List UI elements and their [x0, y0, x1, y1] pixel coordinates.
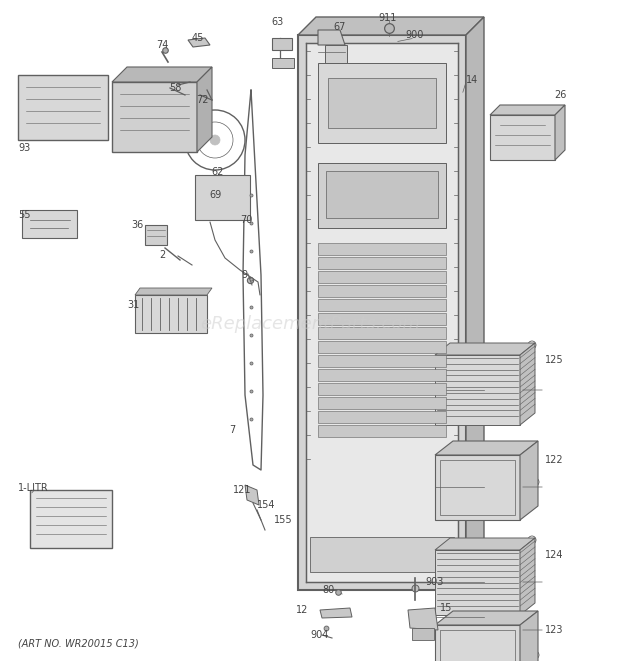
Text: 58: 58 [169, 83, 181, 93]
FancyBboxPatch shape [318, 285, 446, 297]
Polygon shape [435, 441, 538, 455]
FancyBboxPatch shape [195, 175, 250, 220]
FancyBboxPatch shape [328, 78, 436, 128]
FancyBboxPatch shape [318, 327, 446, 339]
FancyBboxPatch shape [318, 299, 446, 311]
Polygon shape [435, 625, 520, 661]
Polygon shape [318, 30, 345, 45]
Polygon shape [188, 38, 210, 47]
Polygon shape [490, 105, 565, 115]
Text: 15: 15 [440, 603, 453, 613]
Polygon shape [520, 611, 538, 661]
Text: 31: 31 [127, 300, 139, 310]
Text: 62: 62 [212, 167, 224, 177]
FancyBboxPatch shape [145, 225, 167, 245]
Text: 903: 903 [425, 577, 443, 587]
FancyBboxPatch shape [318, 243, 446, 255]
Text: 1-LITR: 1-LITR [18, 483, 49, 493]
Text: 36: 36 [131, 220, 144, 230]
Text: 74: 74 [156, 40, 168, 50]
Polygon shape [112, 67, 212, 82]
Text: 121: 121 [232, 485, 251, 495]
FancyBboxPatch shape [18, 75, 108, 140]
Text: 26: 26 [554, 90, 566, 100]
Text: 122: 122 [545, 455, 564, 465]
FancyBboxPatch shape [272, 58, 294, 68]
Polygon shape [435, 611, 538, 625]
FancyBboxPatch shape [318, 383, 446, 395]
Polygon shape [520, 343, 535, 425]
Text: 123: 123 [545, 625, 564, 635]
FancyBboxPatch shape [318, 257, 446, 269]
Text: 12: 12 [296, 605, 308, 615]
FancyBboxPatch shape [135, 295, 207, 333]
FancyBboxPatch shape [30, 490, 112, 548]
Polygon shape [135, 288, 212, 295]
FancyBboxPatch shape [318, 163, 446, 228]
Text: 80: 80 [323, 585, 335, 595]
FancyBboxPatch shape [318, 271, 446, 283]
FancyBboxPatch shape [112, 82, 197, 152]
Text: 911: 911 [379, 13, 397, 23]
Polygon shape [298, 17, 484, 35]
Polygon shape [408, 608, 438, 630]
Polygon shape [435, 355, 520, 425]
FancyBboxPatch shape [272, 38, 292, 50]
Text: eReplacementParts.com: eReplacementParts.com [200, 315, 420, 333]
Text: 2: 2 [159, 250, 165, 260]
Text: 900: 900 [406, 30, 424, 40]
Text: (ART NO. WR20015 C13): (ART NO. WR20015 C13) [18, 638, 139, 648]
FancyBboxPatch shape [318, 341, 446, 353]
Polygon shape [320, 608, 352, 618]
Polygon shape [435, 455, 520, 520]
Text: 45: 45 [192, 33, 204, 43]
Text: 72: 72 [196, 95, 208, 105]
Polygon shape [520, 441, 538, 520]
FancyBboxPatch shape [318, 313, 446, 325]
FancyBboxPatch shape [310, 537, 454, 572]
FancyBboxPatch shape [318, 425, 446, 437]
Polygon shape [435, 343, 535, 355]
Text: 124: 124 [545, 550, 564, 560]
Polygon shape [435, 550, 520, 615]
Text: 155: 155 [273, 515, 292, 525]
Text: 67: 67 [334, 22, 346, 32]
FancyBboxPatch shape [318, 411, 446, 423]
Text: 125: 125 [545, 355, 564, 365]
FancyBboxPatch shape [325, 45, 347, 63]
Polygon shape [197, 67, 212, 152]
FancyBboxPatch shape [318, 397, 446, 409]
Text: 70: 70 [240, 215, 252, 225]
FancyBboxPatch shape [306, 43, 458, 582]
FancyBboxPatch shape [326, 171, 438, 218]
FancyBboxPatch shape [412, 628, 434, 640]
Polygon shape [466, 17, 484, 590]
Polygon shape [555, 105, 565, 160]
FancyBboxPatch shape [22, 210, 77, 238]
Text: 69: 69 [210, 190, 222, 200]
FancyBboxPatch shape [318, 63, 446, 143]
Text: 63: 63 [271, 17, 283, 27]
Text: 93: 93 [18, 143, 30, 153]
FancyBboxPatch shape [318, 369, 446, 381]
Polygon shape [435, 538, 535, 550]
Text: 7: 7 [229, 425, 235, 435]
Text: 904: 904 [310, 630, 329, 640]
FancyBboxPatch shape [298, 35, 466, 590]
Circle shape [210, 135, 220, 145]
Polygon shape [245, 485, 259, 505]
Polygon shape [490, 115, 555, 160]
Text: 55: 55 [18, 210, 30, 220]
Polygon shape [520, 538, 535, 615]
Text: 14: 14 [466, 75, 478, 85]
Text: 154: 154 [257, 500, 275, 510]
Text: 9: 9 [241, 270, 247, 280]
FancyBboxPatch shape [318, 355, 446, 367]
